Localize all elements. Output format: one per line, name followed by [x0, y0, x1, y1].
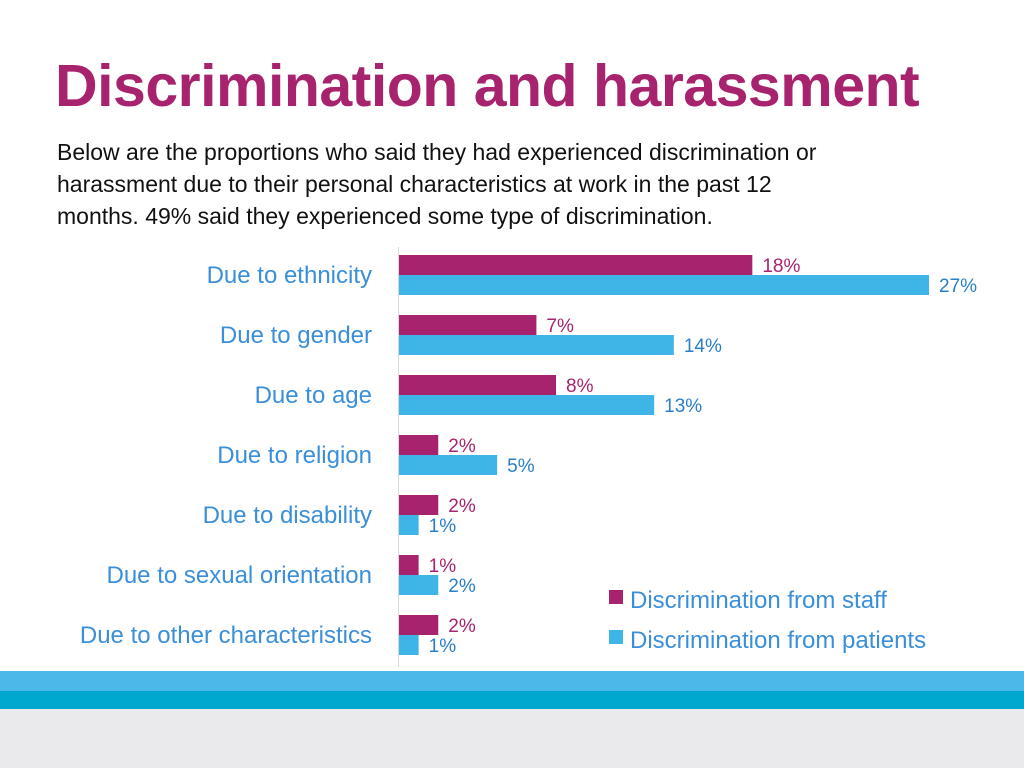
bar-patients: [399, 635, 419, 655]
data-label-patients: 1%: [429, 636, 457, 657]
data-label-staff: 7%: [546, 316, 574, 337]
data-label-patients: 2%: [448, 576, 476, 597]
bar-staff: [399, 255, 753, 275]
category-label: Due to age: [255, 382, 372, 409]
bar-patients: [399, 575, 439, 595]
description-line-1: Below are the proportions who said they …: [57, 139, 817, 165]
bar-patients: [399, 335, 674, 355]
bar-staff: [399, 435, 439, 455]
bar-patients: [399, 275, 929, 295]
bar-staff: [399, 615, 439, 635]
data-label-patients: 13%: [664, 396, 702, 417]
footer-band-grey: [0, 709, 1024, 768]
bar-patients: [399, 395, 655, 415]
bar-patients: [399, 515, 419, 535]
category-label: Due to religion: [217, 442, 372, 469]
bar-chart: Due to ethnicity 18% 27% Due to gender 7% 14%…: [80, 247, 977, 667]
description-line-3: months. 49% said they experienced some t…: [57, 203, 713, 229]
data-label-staff: 2%: [448, 436, 476, 457]
bar-patients: [399, 455, 498, 475]
bar-staff: [399, 495, 439, 515]
legend-swatch-staff: [609, 590, 623, 604]
data-label-patients: 14%: [684, 336, 722, 357]
legend-label-patients: Discrimination from patients: [630, 627, 926, 654]
legend-label-staff: Discrimination from staff: [630, 587, 887, 614]
description-line-2: harassment due to their personal charact…: [57, 171, 772, 197]
bar-staff: [399, 315, 537, 335]
category-label: Due to disability: [203, 502, 372, 529]
category-label: Due to ethnicity: [207, 262, 372, 289]
data-label-staff: 2%: [448, 616, 476, 637]
footer-band-light: [0, 671, 1024, 691]
data-label-staff: 2%: [448, 496, 476, 517]
data-label-patients: 27%: [939, 276, 977, 297]
data-label-staff: 1%: [429, 556, 457, 577]
bar-staff: [399, 375, 557, 395]
page-description: Below are the proportions who said they …: [57, 136, 957, 232]
category-label: Due to sexual orientation: [107, 562, 373, 589]
data-label-staff: 18%: [762, 256, 800, 277]
category-label: Due to other characteristics: [80, 622, 372, 649]
page-title: Discrimination and harassment: [55, 53, 920, 119]
bar-staff: [399, 555, 419, 575]
legend-swatch-patients: [609, 630, 623, 644]
data-label-staff: 8%: [566, 376, 594, 397]
footer-band-dark: [0, 691, 1024, 709]
data-label-patients: 5%: [507, 456, 535, 477]
data-label-patients: 1%: [429, 516, 457, 537]
category-label: Due to gender: [220, 322, 372, 349]
